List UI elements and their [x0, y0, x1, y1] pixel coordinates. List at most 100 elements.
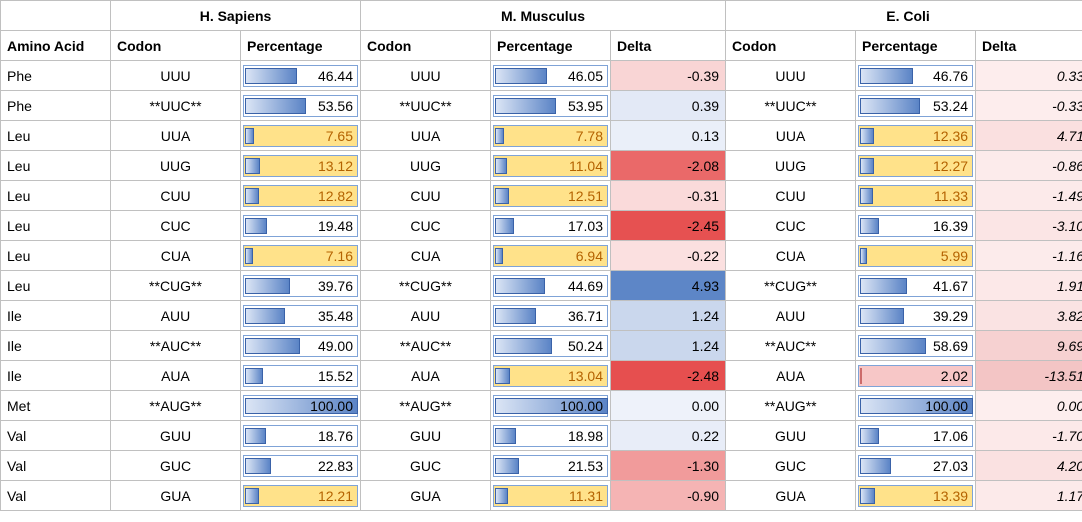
- percentage-cell: 53.95: [491, 91, 611, 121]
- codon-header-hs: Codon: [111, 31, 241, 61]
- codon-cell: GUC: [361, 451, 491, 481]
- codon-cell: CUC: [361, 211, 491, 241]
- percentage-cell: 16.39: [856, 211, 976, 241]
- codon-cell: CUU: [111, 181, 241, 211]
- percentage-value: 17.06: [933, 428, 968, 444]
- codon-cell: UUU: [361, 61, 491, 91]
- delta-cell: -2.08: [611, 151, 726, 181]
- percentage-value: 16.39: [933, 218, 968, 234]
- amino-acid-cell: Phe: [1, 91, 111, 121]
- delta-cell: -1.49: [976, 181, 1082, 211]
- percentage-cell: 46.76: [856, 61, 976, 91]
- delta-cell: -0.22: [611, 241, 726, 271]
- delta-cell: -3.10: [976, 211, 1082, 241]
- percentage-header-mm: Percentage: [491, 31, 611, 61]
- amino-acid-cell: Met: [1, 391, 111, 421]
- percentage-cell: 12.27: [856, 151, 976, 181]
- percentage-cell: 36.71: [491, 301, 611, 331]
- codon-cell: **AUG**: [111, 391, 241, 421]
- percentage-value: 100.00: [310, 398, 353, 414]
- percentage-cell: 49.00: [241, 331, 361, 361]
- percentage-cell: 17.03: [491, 211, 611, 241]
- percentage-value: 41.67: [933, 278, 968, 294]
- codon-cell: GUA: [111, 481, 241, 511]
- percentage-value: 50.24: [568, 338, 603, 354]
- table-row: Phe**UUC**53.56**UUC**53.950.39**UUC**53…: [1, 91, 1082, 121]
- delta-cell: 1.24: [611, 301, 726, 331]
- table-row: LeuCUU12.82CUU12.51-0.31CUU11.33-1.49: [1, 181, 1082, 211]
- percentage-value: 7.65: [326, 128, 353, 144]
- percentage-value: 49.00: [318, 338, 353, 354]
- delta-cell: 0.00: [976, 391, 1082, 421]
- percentage-cell: 50.24: [491, 331, 611, 361]
- percentage-cell: 7.65: [241, 121, 361, 151]
- percentage-cell: 5.99: [856, 241, 976, 271]
- delta-cell: -1.70: [976, 421, 1082, 451]
- percentage-cell: 6.94: [491, 241, 611, 271]
- codon-cell: **UUC**: [726, 91, 856, 121]
- delta-cell: -1.16: [976, 241, 1082, 271]
- delta-cell: -0.31: [611, 181, 726, 211]
- percentage-cell: 27.03: [856, 451, 976, 481]
- codon-cell: AUU: [726, 301, 856, 331]
- codon-cell: **AUC**: [726, 331, 856, 361]
- delta-cell: -0.90: [611, 481, 726, 511]
- percentage-value: 39.29: [933, 308, 968, 324]
- percentage-value: 53.24: [933, 98, 968, 114]
- percentage-value: 12.27: [933, 158, 968, 174]
- percentage-value: 46.05: [568, 68, 603, 84]
- percentage-header-hs: Percentage: [241, 31, 361, 61]
- blank-header: [1, 1, 111, 31]
- percentage-cell: 58.69: [856, 331, 976, 361]
- codon-cell: UUU: [111, 61, 241, 91]
- percentage-value: 53.56: [318, 98, 353, 114]
- codon-cell: UUG: [726, 151, 856, 181]
- codon-cell: UUU: [726, 61, 856, 91]
- delta-cell: 4.20: [976, 451, 1082, 481]
- percentage-value: 18.98: [568, 428, 603, 444]
- codon-cell: **AUG**: [726, 391, 856, 421]
- percentage-value: 5.99: [941, 248, 968, 264]
- codon-cell: CUU: [361, 181, 491, 211]
- percentage-value: 13.04: [568, 368, 603, 384]
- percentage-value: 6.94: [576, 248, 603, 264]
- amino-acid-cell: Ile: [1, 361, 111, 391]
- table-row: Ile**AUC**49.00**AUC**50.241.24**AUC**58…: [1, 331, 1082, 361]
- percentage-value: 27.03: [933, 458, 968, 474]
- amino-acid-cell: Leu: [1, 211, 111, 241]
- codon-header-mm: Codon: [361, 31, 491, 61]
- codon-cell: GUA: [726, 481, 856, 511]
- codon-cell: GUU: [111, 421, 241, 451]
- delta-cell: -2.48: [611, 361, 726, 391]
- table-row: PheUUU46.44UUU46.05-0.39UUU46.760.33: [1, 61, 1082, 91]
- table-row: ValGUA12.21GUA11.31-0.90GUA13.391.17: [1, 481, 1082, 511]
- percentage-cell: 15.52: [241, 361, 361, 391]
- amino-acid-header: Amino Acid: [1, 31, 111, 61]
- delta-cell: 0.13: [611, 121, 726, 151]
- percentage-value: 12.82: [318, 188, 353, 204]
- percentage-value: 44.69: [568, 278, 603, 294]
- amino-acid-cell: Leu: [1, 271, 111, 301]
- percentage-cell: 11.04: [491, 151, 611, 181]
- percentage-value: 46.44: [318, 68, 353, 84]
- codon-cell: **CUG**: [361, 271, 491, 301]
- delta-cell: -0.39: [611, 61, 726, 91]
- codon-cell: **AUC**: [361, 331, 491, 361]
- delta-header-mm: Delta: [611, 31, 726, 61]
- codon-cell: GUU: [726, 421, 856, 451]
- percentage-cell: 12.21: [241, 481, 361, 511]
- percentage-cell: 12.36: [856, 121, 976, 151]
- percentage-cell: 53.24: [856, 91, 976, 121]
- codon-cell: **AUG**: [361, 391, 491, 421]
- table-row: ValGUU18.76GUU18.980.22GUU17.06-1.70: [1, 421, 1082, 451]
- percentage-value: 58.69: [933, 338, 968, 354]
- delta-cell: -1.30: [611, 451, 726, 481]
- delta-cell: 0.33: [976, 61, 1082, 91]
- percentage-cell: 17.06: [856, 421, 976, 451]
- percentage-cell: 12.82: [241, 181, 361, 211]
- amino-acid-cell: Leu: [1, 151, 111, 181]
- percentage-cell: 13.12: [241, 151, 361, 181]
- percentage-value: 2.02: [941, 368, 968, 384]
- percentage-value: 11.04: [569, 158, 603, 174]
- codon-cell: UUA: [361, 121, 491, 151]
